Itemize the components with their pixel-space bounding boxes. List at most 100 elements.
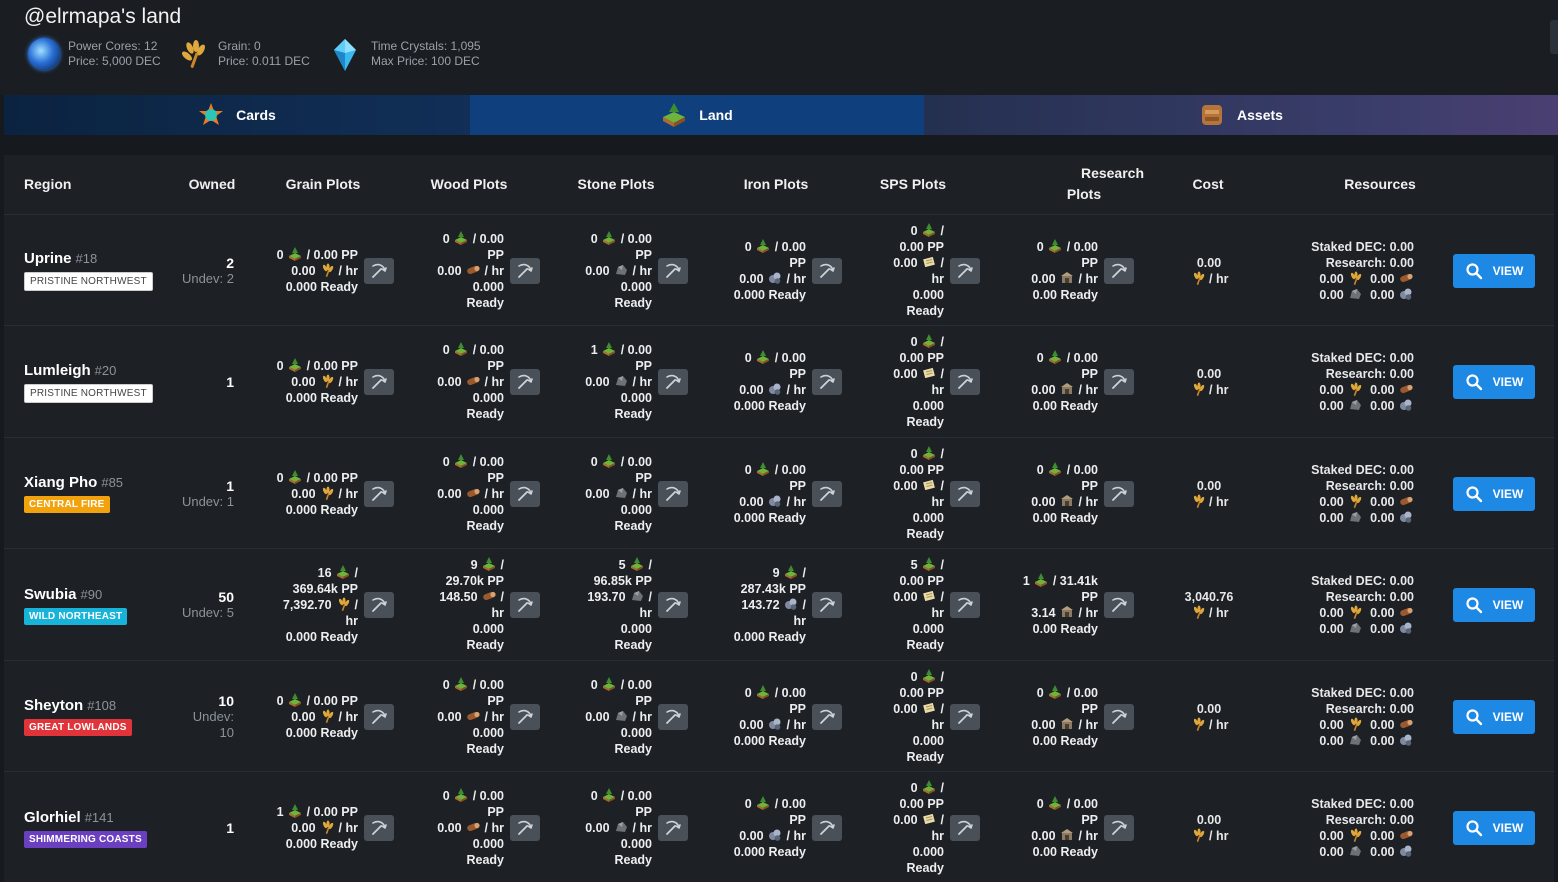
tab-land[interactable]: Land [470, 95, 924, 135]
iron-tool-button[interactable] [812, 257, 842, 284]
region-name: Xiang Pho #85 [24, 474, 124, 491]
stone-tool-button[interactable] [658, 703, 688, 730]
resources-cell: Staked DEC: 0.00 Research: 0.00 0.00 0.00 … [1284, 215, 1414, 326]
sps-plots-cell: 0 /0.00 PP 0.00 /hr 0.000 Ready [864, 661, 980, 772]
sps-scroll-icon [923, 479, 935, 490]
iron-tool-button[interactable] [812, 369, 842, 395]
iron-icon [1400, 734, 1412, 746]
iron-tool-button[interactable] [812, 703, 842, 730]
view-button[interactable]: VIEW [1453, 699, 1535, 734]
plot-icon [923, 780, 936, 794]
sps-tool-button[interactable] [950, 703, 980, 730]
wood-tool-button[interactable] [510, 703, 540, 730]
research-tool-button[interactable] [1104, 257, 1134, 284]
plot-icon [603, 788, 616, 802]
iron-tool-button[interactable] [812, 815, 842, 841]
research-icon [1061, 494, 1074, 506]
cell-value: 9 [470, 558, 478, 572]
cell-value: 0.000 Ready [285, 279, 358, 294]
cell-value: / hr [1209, 271, 1229, 286]
cell-value: PP [1081, 590, 1098, 604]
cell-value: Ready [466, 638, 504, 652]
view-button[interactable]: VIEW [1453, 588, 1535, 622]
wood-tool-button[interactable] [510, 369, 540, 395]
grain-tool-button[interactable] [364, 369, 394, 395]
cell-value: / hr [338, 375, 358, 389]
grain-tool-button[interactable] [364, 480, 394, 507]
region-name: Lumleigh #20 [24, 361, 117, 379]
wood-tool-button[interactable] [510, 815, 540, 841]
cell-value: 1 [1022, 574, 1030, 588]
research-tool-button[interactable] [1104, 369, 1134, 395]
iron-plots-cell: 0 / 0.00 PP 0.00 / hr 0.000 Ready [694, 773, 842, 882]
cell-value: 0.00 [291, 821, 316, 835]
search-icon [1466, 708, 1482, 725]
cell-value: 0.000 Ready [733, 733, 806, 748]
cell-value: Ready [614, 407, 652, 421]
cell-value: / [940, 813, 944, 827]
view-button[interactable]: VIEW [1453, 365, 1535, 399]
side-panel-handle[interactable] [1550, 20, 1558, 54]
cell-value: 0.00 [1319, 383, 1344, 397]
table-row: Uprine #18 PRISTINE NORTHWEST 2 Undev: 2 … [4, 215, 1554, 326]
region-badge: GREAT LOWLANDS [24, 719, 132, 736]
grain-tool-button[interactable] [364, 703, 394, 730]
cell-value: 0.000 [472, 837, 504, 851]
sps-plots-cell: 0 /0.00 PP 0.00 /hr 0.000 Ready [864, 438, 980, 549]
research-tool-button[interactable] [1104, 703, 1134, 730]
wood-tool-button[interactable] [510, 257, 540, 284]
stone-tool-button[interactable] [658, 480, 688, 507]
research-tool-button[interactable] [1104, 480, 1134, 507]
cell-value: 0 [590, 789, 598, 803]
view-button[interactable]: VIEW [1453, 253, 1535, 288]
tab-cards[interactable]: Cards [4, 95, 470, 135]
plot-icon [1049, 238, 1062, 253]
cell-value: / 0.00 [1066, 685, 1098, 700]
page-header: @elrmapa's land Power Cores: 12 Price: 5… [0, 0, 1558, 95]
stone-icon [1350, 846, 1362, 856]
cell-value: / hr [786, 271, 806, 286]
research-tool-button[interactable] [1104, 815, 1134, 841]
wood-tool-button[interactable] [510, 480, 540, 507]
plot-icon [455, 676, 468, 691]
sps-tool-button[interactable] [950, 592, 980, 618]
cell-value: 0.00 [437, 486, 462, 501]
cell-value: PP [635, 247, 652, 262]
region-badge: WILD NORTHEAST [24, 607, 128, 625]
stone-tool-button[interactable] [658, 592, 688, 618]
view-button[interactable]: VIEW [1453, 811, 1535, 845]
cell-value: 0 [442, 343, 450, 357]
cell-value: 0.00 Ready [1032, 845, 1098, 859]
iron-tool-button[interactable] [812, 592, 842, 618]
research-tool-button[interactable] [1104, 592, 1134, 618]
grain-tool-button[interactable] [364, 592, 394, 618]
wood-tool-button[interactable] [510, 592, 540, 618]
cell-value: Ready [614, 741, 652, 756]
stone-tool-button[interactable] [658, 815, 688, 841]
grain-icon [1351, 605, 1362, 619]
undev-count: Undev: [192, 708, 234, 724]
grain-tool-button[interactable] [364, 257, 394, 284]
cell-value: 0.00 [291, 263, 316, 278]
cell-value: 0.00 PP [899, 351, 944, 365]
sps-tool-button[interactable] [950, 815, 980, 841]
sps-tool-button[interactable] [950, 257, 980, 284]
view-button[interactable]: VIEW [1453, 476, 1535, 511]
stone-tool-button[interactable] [658, 369, 688, 395]
plot-icon [455, 230, 468, 245]
col-iron: Iron Plots [743, 176, 809, 192]
stone-tool-button[interactable] [658, 257, 688, 284]
iron-icon [785, 598, 797, 610]
grain-tool-button[interactable] [364, 815, 394, 841]
cell-value: 0.00 [1319, 622, 1344, 636]
tab-assets[interactable]: Assets [924, 95, 1558, 135]
sps-tool-button[interactable] [950, 369, 980, 395]
cell-value: 0.00 [1370, 271, 1395, 286]
sps-tool-button[interactable] [950, 480, 980, 507]
cell-value: / 0.00 PP [306, 247, 358, 262]
iron-tool-button[interactable] [812, 480, 842, 507]
cell-value: 9 [772, 566, 780, 580]
cell-value: / hr [1078, 829, 1098, 843]
cell-value: / 0.00 [472, 343, 504, 357]
cell-value: PP [1081, 478, 1098, 493]
